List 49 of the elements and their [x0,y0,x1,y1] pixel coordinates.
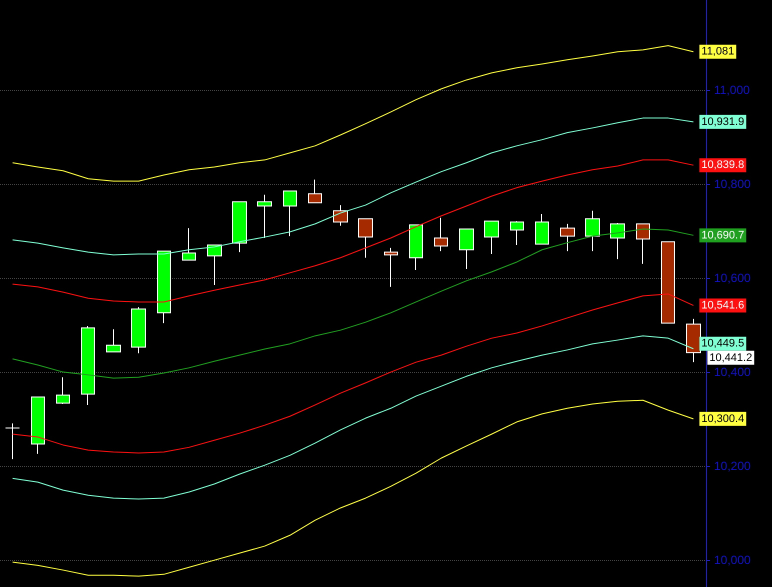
candlestick [157,250,171,324]
candlestick [610,222,625,260]
candlestick [686,318,701,363]
line-series [12,335,694,500]
candlestick [510,220,524,246]
candlestick [384,247,398,288]
candlestick [409,224,423,270]
candlestick [31,396,45,454]
text: 10,441.2 [709,352,752,364]
candlestick [106,328,121,352]
candlestick [333,204,348,226]
data-label: 10,690.7 [701,229,744,242]
candlestick [5,422,20,460]
line-series [12,293,694,454]
line-series [12,400,694,577]
candlestick [560,223,575,252]
candlestick [308,179,322,204]
candlestick [661,241,675,324]
candlestick [232,201,247,253]
y-tick-label: 10,600 [714,270,752,285]
candlestick [182,228,196,261]
candlestick [484,220,499,254]
y-tick-label: 10,400 [714,365,752,380]
line-series [12,159,694,302]
data-label: 10,839.8 [701,159,744,172]
line-series [12,118,694,256]
candlestick [585,210,600,252]
candlestick [434,217,448,252]
candlestick [283,190,297,237]
candlestick [636,223,650,264]
line-series [12,228,694,379]
y-tick-label: 10,000 [714,553,752,568]
y-tick-label: 10,800 [714,176,752,191]
candlestick [257,194,272,238]
data-label: 10,300.4 [701,412,744,425]
data-label: 11,081 [701,46,734,58]
candlestick [207,244,222,286]
candlestick [81,325,95,406]
y-tick-label: 11,000 [714,82,750,97]
candlestick [56,376,70,405]
data-label: 10,449.5 [701,338,744,350]
candlestick [459,228,474,270]
data-label: 10,931.9 [701,116,744,128]
candlestick [535,214,549,245]
candlestick [358,218,373,258]
line-series [12,45,694,182]
candlestick [131,306,146,354]
y-tick-label: 10,200 [714,459,752,474]
data-label: 10,541.6 [701,299,744,312]
